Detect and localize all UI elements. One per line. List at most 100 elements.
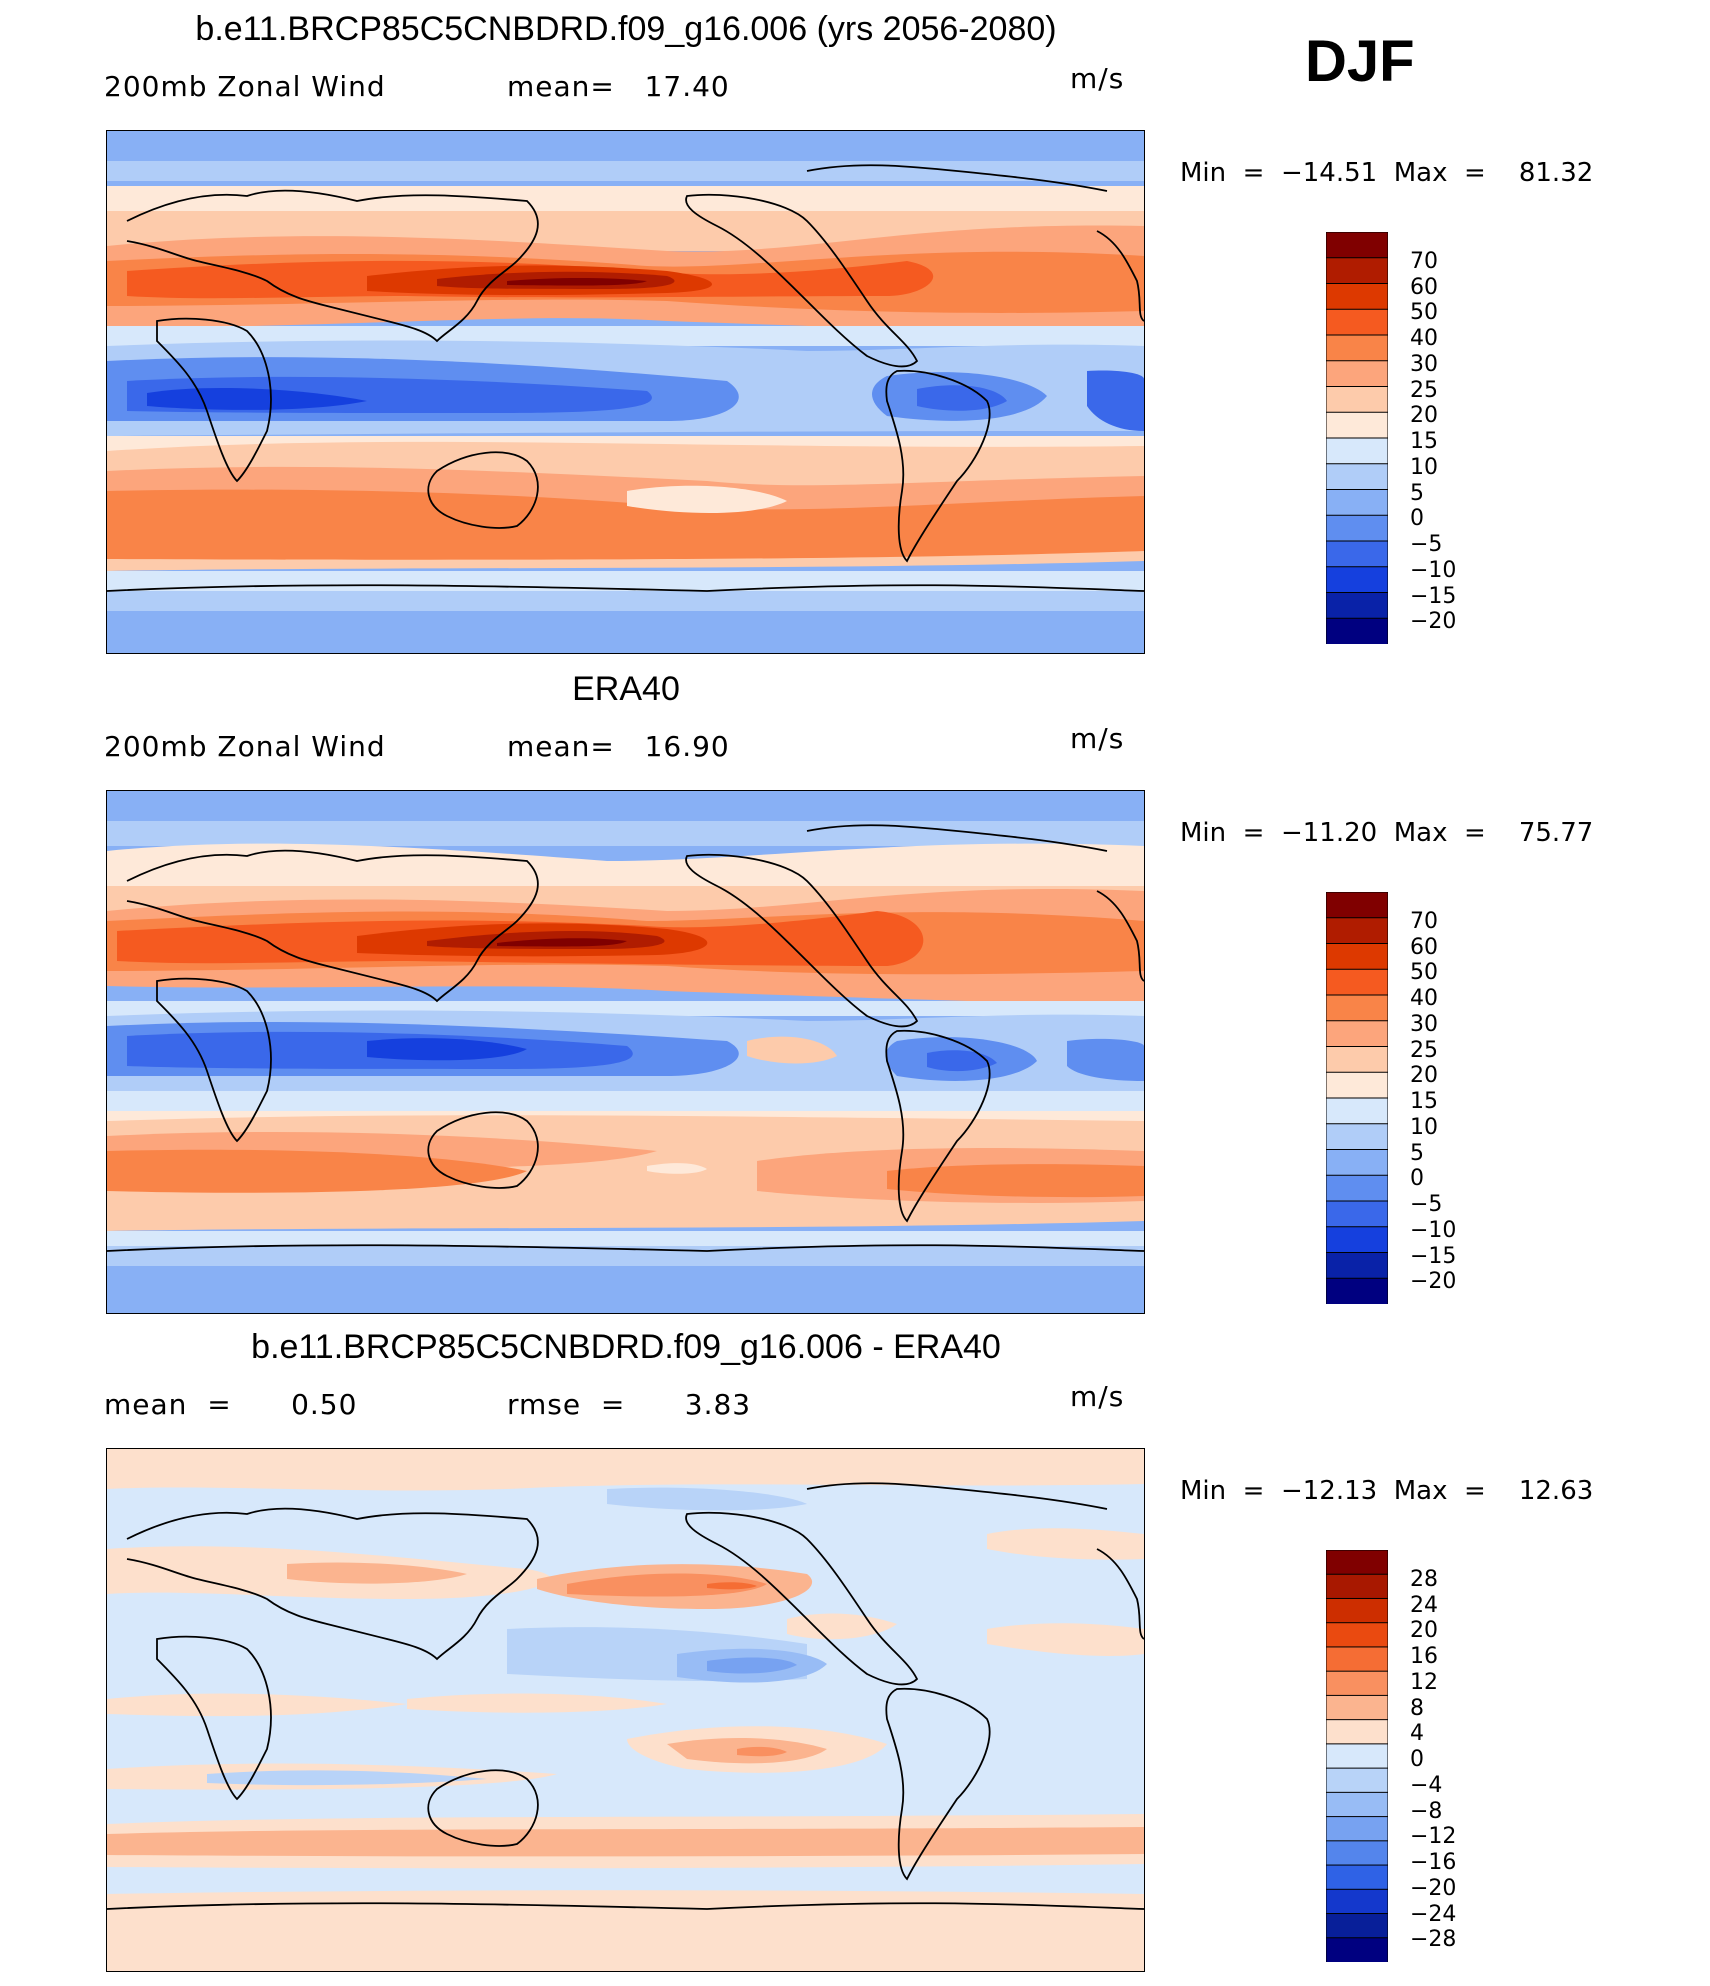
map-era40 (106, 790, 1145, 1314)
colorbar-swatch (1326, 1149, 1388, 1177)
colorbar-swatch (1326, 1719, 1388, 1745)
colorbar-tick-label: 50 (1410, 960, 1438, 986)
colorbar-swatch (1326, 1864, 1388, 1891)
colorbar-tick-label: −24 (1410, 1901, 1457, 1927)
colorbar-tick-label: 0 (1410, 1747, 1424, 1772)
colorbar-swatch (1326, 463, 1388, 491)
colorbar-swatch (1326, 1200, 1388, 1228)
colorbar-tick-label: −8 (1410, 1798, 1443, 1824)
colorbar-tick-label: −5 (1410, 532, 1443, 557)
colorbar-tick-label: 15 (1410, 1089, 1438, 1114)
colorbar-tick-label: 4 (1410, 1721, 1424, 1747)
colorbar-swatch (1326, 1071, 1388, 1099)
colorbar-swatch (1326, 1622, 1388, 1648)
colorbar-swatch (1326, 411, 1388, 439)
colorbar-tick-label: 25 (1410, 377, 1438, 403)
colorbar-swatches (1326, 892, 1388, 1304)
colorbar-tick-label: 20 (1410, 1063, 1438, 1089)
colorbar-tick-label: 12 (1410, 1669, 1438, 1695)
colorbar: 70 60 50 40 30 25 20 15 10 5 0 −5 −10 −15 −20 (1326, 892, 1456, 1304)
colorbar-tick-label: 8 (1410, 1695, 1424, 1721)
colorbar-swatch (1326, 1097, 1388, 1125)
colorbar-tick-label: 5 (1410, 480, 1424, 506)
units-label: m/s (1070, 62, 1125, 95)
colorbar-tick-label: −20 (1410, 609, 1457, 635)
colorbar-tick-label: −28 (1410, 1927, 1457, 1953)
colorbar-swatch (1326, 1913, 1388, 1939)
colorbar-swatch (1326, 1252, 1388, 1280)
rmse-label: rmse = 3.83 (507, 1388, 752, 1421)
colorbar-tick-label: −10 (1410, 1217, 1457, 1243)
colorbar-tick-label: 5 (1410, 1140, 1424, 1166)
colorbar-swatch (1326, 1123, 1388, 1151)
colorbar-tick-label: 20 (1410, 403, 1438, 429)
colorbar-swatch (1326, 1670, 1388, 1697)
colorbar-swatch (1326, 1694, 1388, 1721)
colorbar-swatch (1326, 1573, 1388, 1600)
colorbar-swatch (1326, 232, 1388, 259)
panel-difference: b.e11.BRCP85C5CNBDRD.f09_g16.006 - ERA40… (0, 1318, 1710, 1978)
colorbar-swatch (1326, 1646, 1388, 1673)
colorbar-tick-label: −5 (1410, 1192, 1443, 1217)
colorbar-tick-label: 10 (1410, 454, 1438, 480)
min-max-label: Min = −11.20 Max = 75.77 (1180, 818, 1594, 848)
colorbar-tick-label: −4 (1410, 1772, 1443, 1798)
colorbar-swatch (1326, 917, 1388, 945)
colorbar-swatch (1326, 1020, 1388, 1048)
colorbar-swatch (1326, 1226, 1388, 1254)
colorbar-tick-label: 30 (1410, 351, 1438, 377)
colorbar-swatch (1326, 617, 1388, 644)
colorbar-swatch (1326, 592, 1388, 620)
colorbar-tick-label: 25 (1410, 1037, 1438, 1063)
mean-label: mean = 0.50 (104, 1388, 358, 1421)
colorbar-swatch (1326, 566, 1388, 594)
panel-model: b.e11.BRCP85C5CNBDRD.f09_g16.006 (yrs 20… (0, 0, 1710, 660)
colorbar-swatch (1326, 1937, 1388, 1962)
colorbar-tick-label: 70 (1410, 908, 1438, 934)
colorbar-swatch (1326, 1743, 1388, 1770)
mean-label: mean= 16.90 (507, 730, 730, 763)
colorbar-swatch (1326, 1840, 1388, 1867)
colorbar-tick-label: 70 (1410, 248, 1438, 274)
colorbar-tick-label: −16 (1410, 1850, 1457, 1875)
colorbar-swatch (1326, 1550, 1388, 1576)
map-model (106, 130, 1145, 654)
colorbar-swatch (1326, 308, 1388, 336)
panel-title: ERA40 (572, 670, 680, 708)
colorbar-tick-label: 50 (1410, 300, 1438, 326)
colorbar-tick-label: 0 (1410, 506, 1424, 532)
colorbar: 28 24 20 16 12 8 4 0 −4 −8 −12 −16 −20 −24 −28 (1326, 1550, 1456, 1962)
colorbar-swatch (1326, 1046, 1388, 1074)
colorbar-swatch (1326, 1174, 1388, 1202)
colorbar-swatch (1326, 540, 1388, 568)
colorbar-tick-label: −12 (1410, 1824, 1457, 1850)
min-max-label: Min = −14.51 Max = 81.32 (1180, 158, 1594, 188)
units-label: m/s (1070, 1380, 1125, 1413)
colorbar-swatch (1326, 1888, 1388, 1915)
panel-title: b.e11.BRCP85C5CNBDRD.f09_g16.006 - ERA40 (251, 1328, 1001, 1366)
colorbar-tick-label: −15 (1410, 1243, 1457, 1269)
map-difference (106, 1448, 1145, 1972)
colorbar-swatch (1326, 257, 1388, 285)
colorbar-swatch (1326, 489, 1388, 517)
colorbar-swatch (1326, 1816, 1388, 1842)
colorbar-swatch (1326, 334, 1388, 362)
colorbar-swatches (1326, 1550, 1388, 1962)
colorbar-swatch (1326, 1277, 1388, 1304)
colorbar-swatch (1326, 386, 1388, 414)
units-label: m/s (1070, 722, 1125, 755)
colorbar-tick-label: 15 (1410, 429, 1438, 454)
colorbar-tick-label: 0 (1410, 1166, 1424, 1192)
colorbar-tick-label: 60 (1410, 274, 1438, 300)
colorbar-tick-label: 60 (1410, 934, 1438, 960)
colorbar-swatch (1326, 943, 1388, 971)
colorbar-tick-label: 10 (1410, 1114, 1438, 1140)
colorbar-swatch (1326, 360, 1388, 388)
colorbar-tick-label: 30 (1410, 1011, 1438, 1037)
colorbar-tick-label: −20 (1410, 1875, 1457, 1901)
colorbar-tick-label: 16 (1410, 1644, 1438, 1669)
mean-label: mean= 17.40 (507, 70, 730, 103)
colorbar-swatch (1326, 514, 1388, 542)
colorbar-tick-label: 20 (1410, 1618, 1438, 1644)
